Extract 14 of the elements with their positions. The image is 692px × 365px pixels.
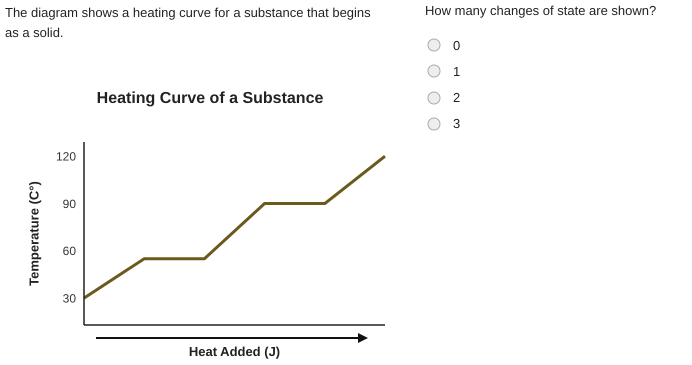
- chart-title: Heating Curve of a Substance: [96, 90, 324, 108]
- x-axis-title: Heat Added (J): [188, 344, 282, 359]
- text: How many changes of state are shown?: [425, 3, 656, 18]
- y-axis-title: Temperature (C°): [26, 181, 42, 286]
- y-tick-label: 90: [62, 196, 76, 211]
- text: 0: [453, 38, 460, 52]
- text: 3: [453, 116, 460, 132]
- y-tick-label: 30: [62, 291, 76, 306]
- text: The diagram shows a heating curve for a substance that begins as a solid.: [5, 4, 372, 42]
- y-tick-label: 60: [62, 244, 76, 258]
- text: 1: [453, 64, 460, 79]
- y-tick-label: 120: [56, 149, 76, 164]
- line-series: [82, 154, 386, 300]
- text: 2: [453, 90, 460, 106]
